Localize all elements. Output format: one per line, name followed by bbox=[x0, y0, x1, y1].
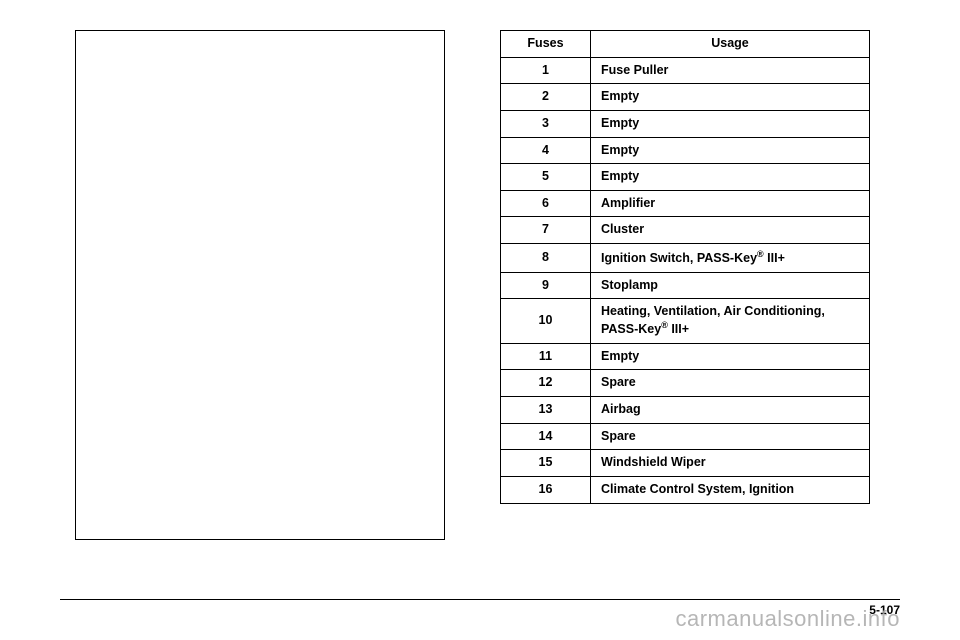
right-panel: Fuses Usage 1Fuse Puller2Empty3Empty4Emp… bbox=[500, 30, 900, 584]
table-row: 2Empty bbox=[501, 84, 870, 111]
table-row: 12Spare bbox=[501, 370, 870, 397]
table-row: 6Amplifier bbox=[501, 190, 870, 217]
footer: 5-107 bbox=[60, 599, 900, 600]
fuse-usage-cell: Spare bbox=[591, 370, 870, 397]
table-row: 9Stoplamp bbox=[501, 272, 870, 299]
fuse-diagram-placeholder bbox=[75, 30, 445, 540]
table-row: 4Empty bbox=[501, 137, 870, 164]
fuse-number-cell: 7 bbox=[501, 217, 591, 244]
fuse-number-cell: 16 bbox=[501, 476, 591, 503]
table-header-row: Fuses Usage bbox=[501, 31, 870, 58]
fuse-usage-cell: Cluster bbox=[591, 217, 870, 244]
fuse-number-cell: 8 bbox=[501, 244, 591, 273]
table-row: 14Spare bbox=[501, 423, 870, 450]
fuse-usage-cell: Empty bbox=[591, 84, 870, 111]
header-usage: Usage bbox=[591, 31, 870, 58]
page-number: 5-107 bbox=[869, 603, 900, 617]
fuse-number-cell: 9 bbox=[501, 272, 591, 299]
fuse-table-body: 1Fuse Puller2Empty3Empty4Empty5Empty6Amp… bbox=[501, 57, 870, 503]
fuse-usage-cell: Ignition Switch, PASS-Key® III+ bbox=[591, 244, 870, 273]
table-row: 10Heating, Ventilation, Air Conditioning… bbox=[501, 299, 870, 343]
fuse-usage-cell: Heating, Ventilation, Air Conditioning, … bbox=[591, 299, 870, 343]
fuse-table: Fuses Usage 1Fuse Puller2Empty3Empty4Emp… bbox=[500, 30, 870, 504]
fuse-usage-cell: Stoplamp bbox=[591, 272, 870, 299]
fuse-number-cell: 1 bbox=[501, 57, 591, 84]
page: Fuses Usage 1Fuse Puller2Empty3Empty4Emp… bbox=[0, 0, 960, 640]
fuse-usage-cell: Spare bbox=[591, 423, 870, 450]
fuse-usage-cell: Empty bbox=[591, 137, 870, 164]
fuse-usage-cell: Windshield Wiper bbox=[591, 450, 870, 477]
header-fuses: Fuses bbox=[501, 31, 591, 58]
fuse-usage-cell: Airbag bbox=[591, 397, 870, 424]
fuse-number-cell: 3 bbox=[501, 110, 591, 137]
fuse-usage-cell: Empty bbox=[591, 343, 870, 370]
table-row: 11Empty bbox=[501, 343, 870, 370]
fuse-usage-cell: Amplifier bbox=[591, 190, 870, 217]
fuse-number-cell: 14 bbox=[501, 423, 591, 450]
table-row: 16Climate Control System, Ignition bbox=[501, 476, 870, 503]
table-row: 15Windshield Wiper bbox=[501, 450, 870, 477]
table-row: 1Fuse Puller bbox=[501, 57, 870, 84]
table-row: 13Airbag bbox=[501, 397, 870, 424]
fuse-number-cell: 15 bbox=[501, 450, 591, 477]
footer-rule bbox=[60, 599, 900, 600]
table-row: 5Empty bbox=[501, 164, 870, 191]
fuse-number-cell: 6 bbox=[501, 190, 591, 217]
left-panel bbox=[60, 30, 460, 584]
fuse-number-cell: 12 bbox=[501, 370, 591, 397]
fuse-usage-cell: Empty bbox=[591, 110, 870, 137]
fuse-number-cell: 10 bbox=[501, 299, 591, 343]
fuse-usage-cell: Climate Control System, Ignition bbox=[591, 476, 870, 503]
fuse-number-cell: 4 bbox=[501, 137, 591, 164]
fuse-usage-cell: Fuse Puller bbox=[591, 57, 870, 84]
table-row: 3Empty bbox=[501, 110, 870, 137]
fuse-number-cell: 5 bbox=[501, 164, 591, 191]
table-row: 7Cluster bbox=[501, 217, 870, 244]
fuse-number-cell: 11 bbox=[501, 343, 591, 370]
fuse-number-cell: 13 bbox=[501, 397, 591, 424]
fuse-number-cell: 2 bbox=[501, 84, 591, 111]
table-row: 8Ignition Switch, PASS-Key® III+ bbox=[501, 244, 870, 273]
content-area: Fuses Usage 1Fuse Puller2Empty3Empty4Emp… bbox=[60, 30, 900, 584]
fuse-usage-cell: Empty bbox=[591, 164, 870, 191]
